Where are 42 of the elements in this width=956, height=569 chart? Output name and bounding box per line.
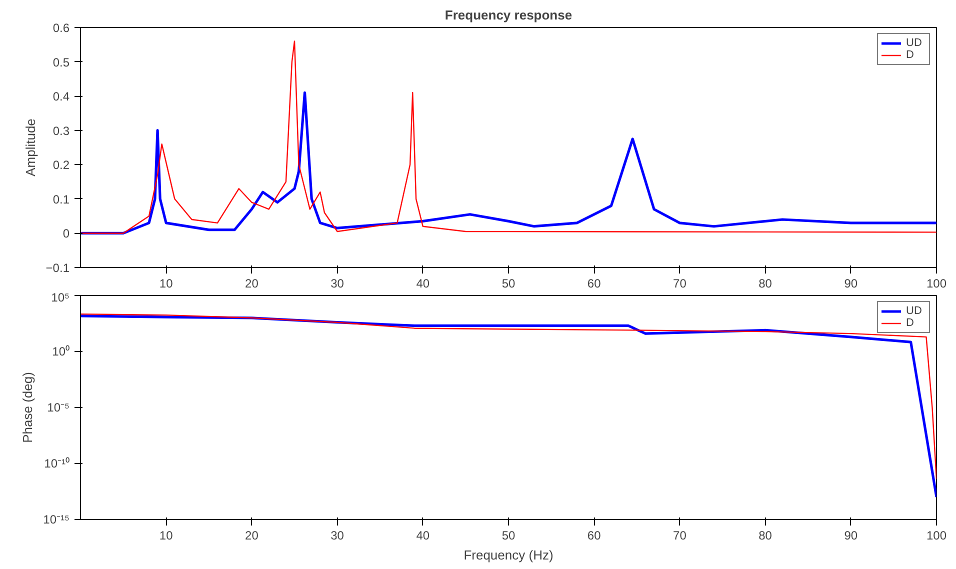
- y-tick-label: 0.3: [52, 124, 70, 138]
- x-tick-label: 30: [330, 528, 344, 542]
- legend-label: UD: [906, 305, 923, 317]
- x-tick-label: 20: [245, 528, 259, 542]
- y-tick-label: 0.4: [52, 90, 70, 104]
- x-tick-label: 10: [159, 276, 174, 290]
- legend-label: UD: [906, 37, 923, 49]
- y-tick-label: −0.1: [46, 261, 70, 275]
- x-tick-label: 60: [587, 276, 602, 290]
- x-tick-label: 20: [245, 276, 259, 290]
- y-tick-label: 0.2: [52, 158, 70, 172]
- y-axis-title: Amplitude: [22, 118, 38, 176]
- y-tick-label: 0: [62, 226, 70, 241]
- x-axis-title: Frequency (Hz): [464, 548, 554, 562]
- x-tick-label: 60: [587, 528, 602, 542]
- y-tick-label: 10⁻¹⁵: [43, 512, 70, 526]
- x-tick-label: 50: [502, 276, 516, 290]
- line-series: [80, 91, 936, 235]
- y-tick-label: 10⁰: [52, 344, 70, 358]
- x-tick-label: 90: [844, 276, 858, 290]
- legend-label: D: [906, 49, 915, 61]
- x-tick-label: 100: [926, 528, 947, 542]
- y-tick-label: 10⁻⁵: [47, 400, 70, 414]
- x-tick-label: 40: [416, 276, 430, 290]
- x-tick-label: 40: [416, 528, 430, 542]
- y-tick-label: 10⁵: [51, 290, 70, 304]
- x-tick-label: 70: [673, 276, 687, 290]
- y-tick-label: 0.5: [52, 55, 70, 70]
- x-tick-label: 100: [926, 276, 947, 290]
- y-tick-label: 10⁻¹⁰: [44, 456, 70, 470]
- x-tick-label: 80: [758, 528, 772, 542]
- x-tick-label: 90: [844, 528, 858, 542]
- y-tick-label: 0.6: [52, 21, 70, 35]
- x-tick-label: 10: [159, 528, 174, 542]
- legend-label: D: [906, 317, 915, 329]
- y-axis-title: Phase (deg): [20, 372, 36, 443]
- x-tick-label: 30: [330, 276, 344, 290]
- x-tick-label: 70: [673, 528, 687, 542]
- x-tick-label: 50: [502, 528, 516, 542]
- x-tick-label: 80: [758, 276, 772, 290]
- chart-title: Frequency response: [444, 8, 572, 22]
- y-tick-label: 0.1: [52, 192, 70, 206]
